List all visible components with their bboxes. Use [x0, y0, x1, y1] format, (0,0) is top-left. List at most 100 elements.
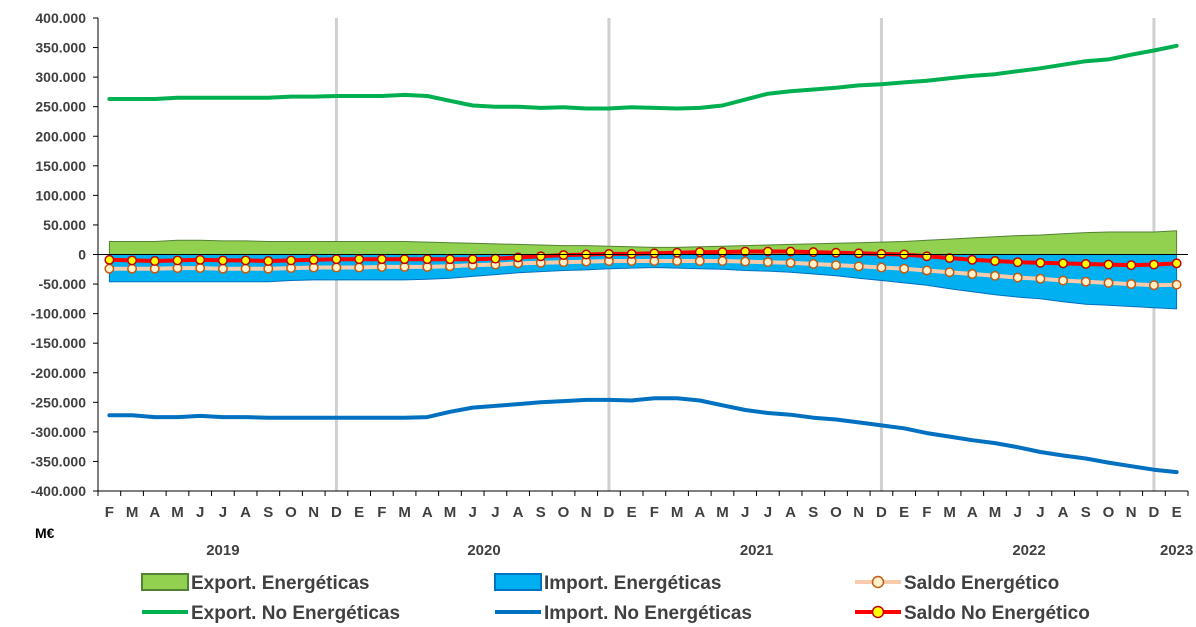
point-saldo-no-energ-tico	[399, 254, 410, 265]
x-tick-label: N	[308, 504, 319, 521]
x-tick-label: M	[171, 504, 184, 521]
x-tick-label: N	[853, 504, 864, 521]
point-saldo-no-energ-tico	[762, 246, 773, 257]
x-tick-label: D	[331, 504, 342, 521]
point-saldo-energ-tico	[240, 263, 251, 274]
point-saldo-energ-tico	[717, 256, 728, 266]
legend-item-import-no-energ-ticas: Import. No Energéticas	[495, 603, 752, 624]
area-export-energ-ticas	[108, 230, 1178, 255]
point-saldo-energ-tico	[853, 261, 864, 272]
x-tick-label: F	[105, 504, 114, 521]
legend-label: Import. No Energéticas	[544, 603, 752, 624]
x-tick-label: J	[741, 504, 749, 521]
point-saldo-energ-tico	[762, 257, 773, 268]
x-tick-label: M	[398, 504, 411, 521]
year-labels: 2019 2020 2021 2022 2023	[206, 542, 1193, 559]
legend-label: Export. Energéticas	[191, 573, 369, 594]
point-saldo-energ-tico	[1126, 279, 1137, 290]
x-tick-label: E	[354, 504, 364, 521]
legend-item-saldo-no-energ-tico: Saldo No Energético	[855, 603, 1090, 624]
point-saldo-energ-tico	[672, 256, 683, 266]
point-saldo-no-energ-tico	[422, 254, 433, 265]
axes	[93, 17, 1189, 496]
x-tick-label: A	[1058, 504, 1069, 521]
y-tick-label: -300.000	[31, 424, 86, 440]
point-saldo-no-energ-tico	[626, 248, 637, 259]
point-saldo-no-energ-tico	[217, 255, 228, 266]
point-saldo-no-energ-tico	[1035, 257, 1046, 268]
x-tick-label: A	[785, 504, 796, 521]
point-saldo-no-energ-tico	[853, 248, 864, 259]
y-tick-label: -250.000	[31, 394, 86, 410]
point-saldo-energ-tico	[1035, 273, 1046, 284]
point-saldo-no-energ-tico	[490, 253, 501, 264]
y-tick-label: 200.000	[35, 128, 86, 144]
point-saldo-no-energ-tico	[717, 247, 728, 258]
point-saldo-no-energ-tico	[831, 247, 841, 258]
x-tick-label: S	[1081, 504, 1091, 521]
x-tick-label: M	[126, 504, 139, 521]
point-saldo-no-energ-tico	[376, 254, 387, 265]
x-tick-label: N	[1126, 504, 1137, 521]
point-saldo-energ-tico	[990, 270, 1000, 281]
legend-item-import-energ-ticas: Import. Energéticas	[494, 573, 721, 594]
y-tick-label: 100.000	[35, 187, 86, 203]
point-saldo-energ-tico	[899, 263, 910, 274]
point-saldo-energ-tico	[944, 267, 955, 278]
point-saldo-no-energ-tico	[808, 247, 819, 258]
point-saldo-energ-tico	[1012, 272, 1023, 283]
y-tick-label: 0	[78, 247, 86, 263]
point-saldo-no-energ-tico	[263, 256, 274, 266]
x-tick-label: M	[989, 504, 1002, 521]
x-tick-label: A	[149, 504, 160, 521]
point-saldo-energ-tico	[694, 256, 705, 266]
point-saldo-no-energ-tico	[149, 256, 160, 266]
x-tick-label: D	[1149, 504, 1160, 521]
year-label-2023: 2023	[1160, 542, 1193, 559]
point-saldo-no-energ-tico	[286, 255, 296, 266]
x-tick-label: M	[716, 504, 729, 521]
line-import-no-energ-ticas	[107, 396, 1179, 475]
x-tick-label: F	[650, 504, 659, 521]
legend-label: Saldo No Energético	[904, 603, 1090, 624]
year-label-2022: 2022	[1012, 542, 1045, 559]
point-saldo-no-energ-tico	[195, 254, 206, 265]
x-tick-label: F	[377, 504, 386, 521]
point-saldo-no-energ-tico	[1148, 259, 1159, 270]
point-saldo-no-energ-tico	[467, 254, 478, 265]
legend-label: Saldo Energético	[904, 573, 1059, 594]
point-saldo-no-energ-tico	[1058, 258, 1069, 269]
point-saldo-no-energ-tico	[672, 247, 683, 258]
x-tick-label: N	[581, 504, 592, 521]
x-tick-label: O	[285, 504, 297, 521]
point-saldo-no-energ-tico	[990, 256, 1000, 266]
point-saldo-energ-tico	[967, 269, 978, 279]
point-saldo-energ-tico	[1171, 279, 1182, 290]
x-tick-label: J	[469, 504, 477, 521]
legend-label: Import. Energéticas	[544, 573, 721, 594]
y-tick-label: 150.000	[35, 158, 86, 174]
y-tick-label: -200.000	[31, 365, 86, 381]
point-saldo-energ-tico	[354, 262, 365, 273]
x-tick-label: E	[899, 504, 909, 521]
point-saldo-no-energ-tico	[921, 251, 932, 262]
point-saldo-no-energ-tico	[558, 250, 569, 261]
point-saldo-energ-tico	[104, 263, 115, 274]
point-saldo-no-energ-tico	[967, 254, 978, 265]
legend-item-export-energ-ticas: Export. Energéticas	[141, 573, 369, 594]
point-saldo-energ-tico	[808, 259, 819, 269]
y-tick-label: 350.000	[35, 40, 86, 56]
x-tick-label: E	[627, 504, 637, 521]
legend-marker	[871, 575, 885, 589]
y-tick-label: -100.000	[31, 306, 86, 322]
x-tick-label: M	[444, 504, 457, 521]
x-tick-label: M	[671, 504, 684, 521]
legend-swatch	[494, 573, 542, 591]
x-tick-label: J	[219, 504, 227, 521]
point-saldo-energ-tico	[195, 263, 206, 274]
y-tick-label: 400.000	[35, 10, 86, 26]
x-tick-label: E	[1172, 504, 1182, 521]
y-tick-label: 250.000	[35, 99, 86, 115]
point-saldo-no-energ-tico	[1171, 258, 1182, 269]
x-tick-label: J	[764, 504, 772, 521]
